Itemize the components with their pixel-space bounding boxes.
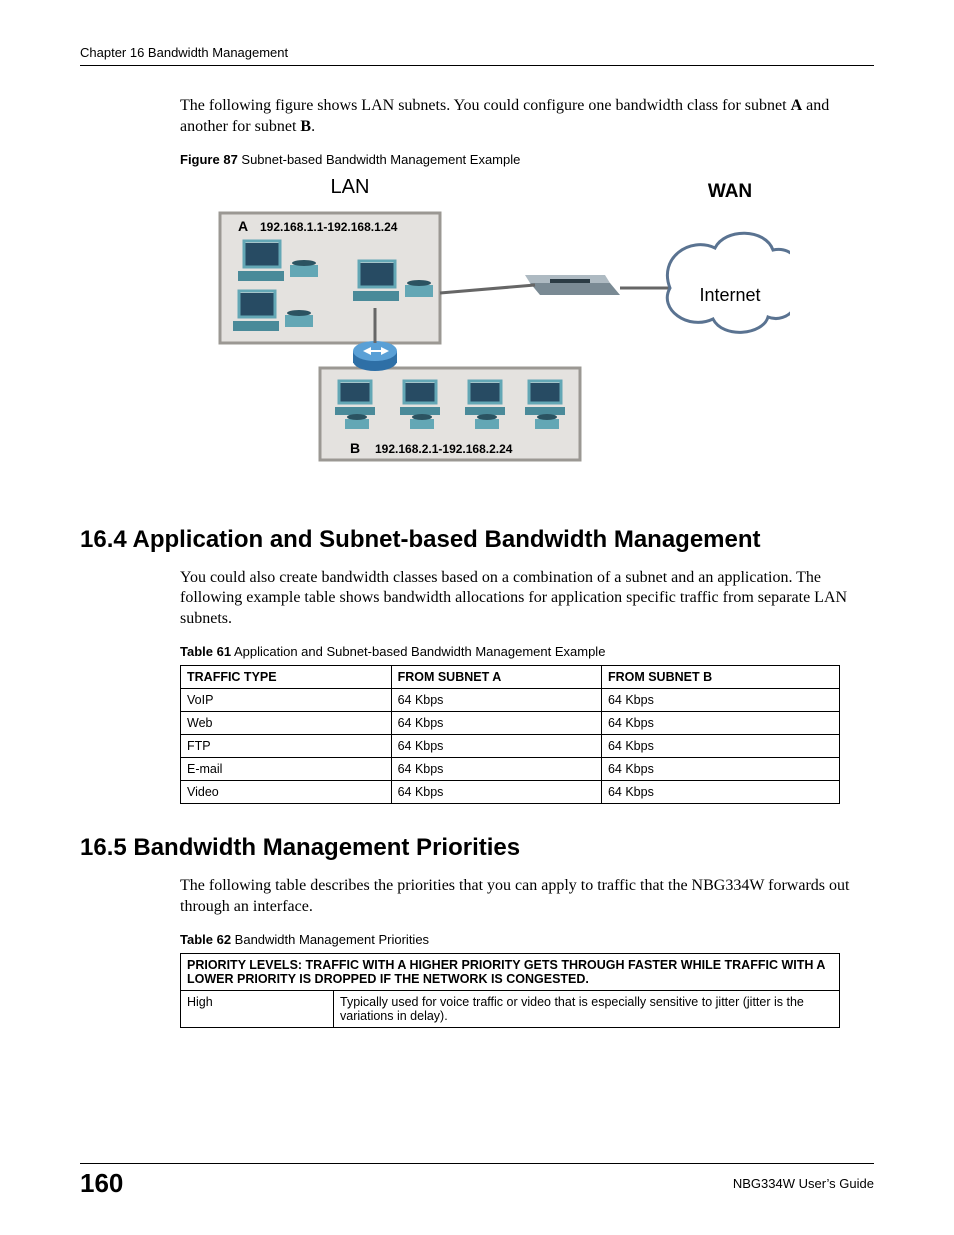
table-cell: 64 Kbps (601, 688, 839, 711)
modem-icon (525, 275, 620, 295)
section-16-5-paragraph: The following table describes the priori… (180, 876, 874, 918)
table-61: TRAFFIC TYPE FROM SUBNET A FROM SUBNET B… (180, 665, 840, 804)
table-cell: 64 Kbps (601, 780, 839, 803)
table-cell: VoIP (181, 688, 392, 711)
table-cell: 64 Kbps (391, 688, 601, 711)
page-header: Chapter 16 Bandwidth Management (80, 45, 874, 66)
priority-desc-cell: Typically used for voice traffic or vide… (334, 990, 840, 1027)
table-row: Video64 Kbps64 Kbps (181, 780, 840, 803)
table-row: FTP64 Kbps64 Kbps (181, 734, 840, 757)
lan-label: LAN (331, 176, 370, 198)
table-cell: 64 Kbps (391, 711, 601, 734)
table-61-caption: Table 61 Application and Subnet-based Ba… (180, 644, 874, 659)
figure-87-title: Subnet-based Bandwidth Management Exampl… (238, 152, 521, 167)
section-16-4-paragraph: You could also create bandwidth classes … (180, 568, 874, 630)
table-62: PRIORITY LEVELS: TRAFFIC WITH A HIGHER P… (180, 953, 840, 1028)
table-cell: 64 Kbps (391, 734, 601, 757)
table-row: PRIORITY LEVELS: TRAFFIC WITH A HIGHER P… (181, 953, 840, 990)
guide-name: NBG334W User’s Guide (733, 1168, 874, 1191)
table-cell: 64 Kbps (391, 757, 601, 780)
table-62-label: Table 62 (180, 932, 231, 947)
wan-label: WAN (708, 181, 752, 202)
label-a: A (238, 218, 248, 234)
table-row: VoIP64 Kbps64 Kbps (181, 688, 840, 711)
intro-text-1: The following figure shows LAN subnets. … (180, 97, 791, 114)
body-content: The following figure shows LAN subnets. … (180, 96, 874, 496)
intro-bold-a: A (791, 97, 803, 114)
intro-bold-b: B (300, 118, 311, 135)
table-61-title: Application and Subnet-based Bandwidth M… (231, 644, 605, 659)
table-row: E-mail64 Kbps64 Kbps (181, 757, 840, 780)
figure-87-diagram: A 192.168.1.1-192.168.1.24 (190, 173, 790, 473)
table-row: High Typically used for voice traffic or… (181, 990, 840, 1027)
table-cell: 64 Kbps (601, 711, 839, 734)
table-row: Web64 Kbps64 Kbps (181, 711, 840, 734)
link-line (440, 285, 535, 293)
section-16-5-heading: 16.5 Bandwidth Management Priorities (80, 834, 874, 862)
table-62-header: PRIORITY LEVELS: TRAFFIC WITH A HIGHER P… (181, 953, 840, 990)
table-cell: E-mail (181, 757, 392, 780)
col-header: FROM SUBNET A (391, 665, 601, 688)
col-header: FROM SUBNET B (601, 665, 839, 688)
label-b: B (350, 440, 360, 456)
table-cell: Video (181, 780, 392, 803)
table-61-label: Table 61 (180, 644, 231, 659)
table-cell: Web (181, 711, 392, 734)
priority-cell: High (181, 990, 334, 1027)
intro-paragraph: The following figure shows LAN subnets. … (180, 96, 874, 138)
table-62-title: Bandwidth Management Priorities (231, 932, 429, 947)
table-62-caption: Table 62 Bandwidth Management Priorities (180, 932, 874, 947)
cloud-icon (667, 233, 790, 332)
intro-text-3: . (311, 118, 315, 135)
col-header: TRAFFIC TYPE (181, 665, 392, 688)
figure-87-caption: Figure 87 Subnet-based Bandwidth Managem… (180, 152, 874, 167)
router-icon (353, 341, 397, 371)
table-cell: 64 Kbps (601, 734, 839, 757)
table-cell: FTP (181, 734, 392, 757)
document-page: Chapter 16 Bandwidth Management The foll… (0, 0, 954, 1235)
range-b: 192.168.2.1-192.168.2.24 (375, 442, 513, 456)
section-16-4-heading: 16.4 Application and Subnet-based Bandwi… (80, 526, 874, 554)
table-cell: 64 Kbps (601, 757, 839, 780)
internet-label: Internet (699, 285, 760, 305)
range-a: 192.168.1.1-192.168.1.24 (260, 220, 398, 234)
figure-87-label: Figure 87 (180, 152, 238, 167)
page-footer: 160 NBG334W User’s Guide (80, 1163, 874, 1199)
table-row: TRAFFIC TYPE FROM SUBNET A FROM SUBNET B (181, 665, 840, 688)
table-cell: 64 Kbps (391, 780, 601, 803)
page-number: 160 (80, 1168, 123, 1199)
